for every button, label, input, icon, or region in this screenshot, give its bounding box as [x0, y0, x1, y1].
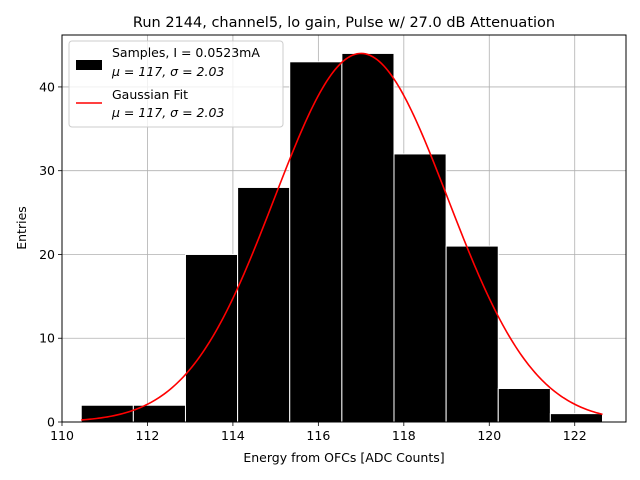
y-tick-label: 10: [39, 331, 55, 346]
y-tick-label: 30: [39, 163, 55, 178]
x-tick-label: 118: [392, 428, 416, 443]
histogram-bar: [289, 61, 343, 423]
y-tick-label: 40: [39, 79, 55, 94]
x-tick-label: 114: [221, 428, 245, 443]
histogram-bar: [445, 245, 499, 423]
y-tick-label: 0: [47, 415, 55, 430]
legend: Samples, I = 0.0523mA μ = 117, σ = 2.03 …: [68, 40, 284, 128]
histogram-bars: [80, 52, 604, 423]
histogram-bar: [497, 387, 551, 423]
x-tick-label: 110: [50, 428, 74, 443]
x-axis-ticks: 110 112 114 116 118 120 122: [50, 422, 587, 443]
x-tick-label: 120: [477, 428, 501, 443]
histogram-bar: [237, 186, 291, 423]
gaussian-fit-line: [81, 52, 603, 421]
x-tick-label: 112: [136, 428, 160, 443]
legend-label-fit: Gaussian Fit: [112, 87, 188, 102]
y-axis-ticks: 0 10 20 30 40: [39, 79, 62, 430]
histogram-bar: [341, 52, 395, 423]
x-axis-label: Energy from OFCs [ADC Counts]: [243, 450, 444, 465]
x-tick-label: 116: [306, 428, 330, 443]
y-tick-label: 20: [39, 247, 55, 262]
legend-label-fit-stats: μ = 117, σ = 2.03: [111, 105, 224, 120]
y-axis-label: Entries: [14, 206, 29, 250]
histogram-bar: [393, 153, 447, 423]
x-tick-label: 122: [563, 428, 587, 443]
legend-label-samples-stats: μ = 117, σ = 2.03: [111, 64, 224, 79]
chart-title: Run 2144, channel5, lo gain, Pulse w/ 27…: [133, 15, 555, 31]
plot-frame: [61, 34, 627, 423]
legend-swatch-samples: [76, 60, 102, 70]
histogram-bar: [549, 413, 604, 423]
legend-label-samples: Samples, I = 0.0523mA: [112, 45, 260, 60]
legend-box: [68, 40, 284, 128]
